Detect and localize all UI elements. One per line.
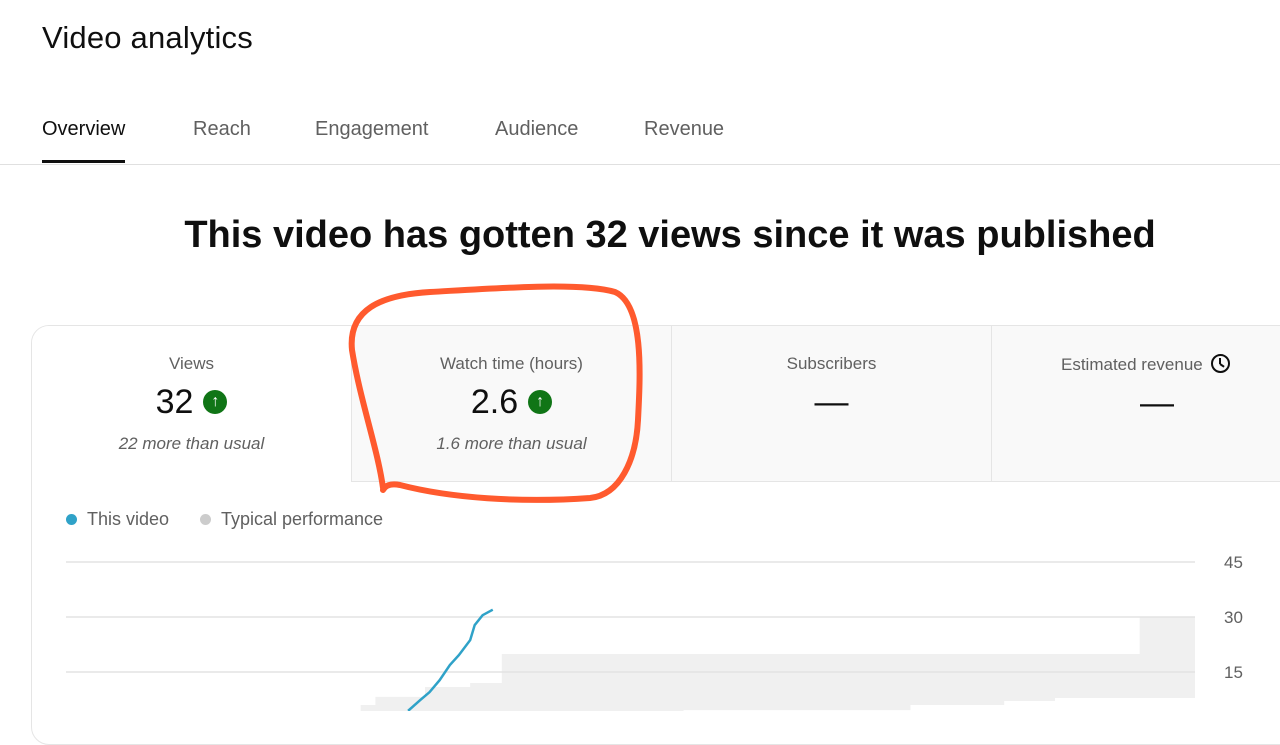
metric-label: Estimated revenue bbox=[1061, 355, 1203, 374]
tab-reach[interactable]: Reach bbox=[193, 118, 251, 140]
metric-value: — bbox=[1140, 383, 1174, 422]
metric-subscribers[interactable]: Subscribers — bbox=[671, 326, 991, 482]
legend-dot bbox=[66, 514, 77, 525]
y-tick-label: 15 bbox=[1224, 663, 1243, 682]
tab-bar: Overview Reach Engagement Audience Reven… bbox=[0, 108, 1280, 165]
tab-engagement[interactable]: Engagement bbox=[315, 118, 429, 140]
tab-overview[interactable]: Overview bbox=[42, 118, 126, 163]
metric-label: Views bbox=[168, 354, 215, 373]
page-title: Video analytics bbox=[42, 20, 253, 55]
legend-typical: Typical performance bbox=[200, 509, 383, 530]
legend-this-video: This video bbox=[66, 509, 169, 530]
metric-comparison: 22 more than usual bbox=[118, 434, 265, 453]
metric-label: Watch time (hours) bbox=[440, 354, 583, 373]
legend-label: Typical performance bbox=[221, 509, 384, 529]
legend-dot bbox=[200, 514, 211, 525]
clock-icon[interactable] bbox=[1210, 354, 1230, 373]
metric-label: Subscribers bbox=[786, 354, 877, 373]
views-chart: 15 30 45 bbox=[66, 553, 1243, 711]
headline: This video has gotten 32 views since it … bbox=[184, 214, 1156, 256]
metric-comparison: 1.6 more than usual bbox=[436, 434, 587, 453]
metric-value: 32 bbox=[155, 382, 194, 421]
arrow-up-icon: ↑ bbox=[528, 390, 553, 414]
legend-label: This video bbox=[87, 509, 170, 529]
metric-value: 2.6 bbox=[470, 382, 519, 421]
arrow-up-icon: ↑ bbox=[203, 390, 228, 414]
y-tick-label: 45 bbox=[1224, 553, 1243, 572]
tab-revenue[interactable]: Revenue bbox=[644, 118, 725, 140]
metric-watch-time[interactable]: Watch time (hours) 2.6 ↑ 1.6 more than us… bbox=[351, 326, 671, 482]
this-video-line bbox=[407, 608, 494, 711]
metric-views[interactable]: Views 32 ↑ 22 more than usual bbox=[32, 326, 351, 482]
tab-audience[interactable]: Audience bbox=[495, 118, 579, 140]
y-tick-label: 30 bbox=[1224, 608, 1243, 627]
metric-value: — bbox=[814, 382, 849, 421]
typical-performance-band bbox=[360, 617, 1195, 711]
metric-estimated-revenue[interactable]: Estimated revenue — bbox=[991, 326, 1280, 482]
